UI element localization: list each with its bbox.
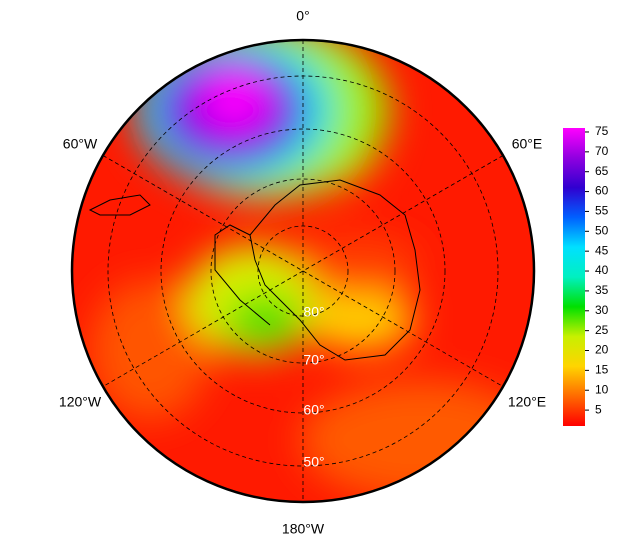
latitude-label: 80° [303, 304, 324, 320]
colorbar-tick-label: 20 [595, 343, 609, 357]
latitude-label: 70° [303, 352, 324, 368]
longitude-label: 120°E [508, 394, 546, 410]
colorbar-tick-label: 15 [595, 363, 609, 377]
latitude-label: 60° [303, 402, 324, 418]
colorbar-tick-label: 75 [595, 124, 609, 138]
latitude-label: 50° [303, 454, 324, 470]
colorbar-tick-label: 30 [595, 303, 609, 317]
longitude-label: 120°W [59, 394, 102, 410]
colorbar-tick-label: 65 [595, 164, 609, 178]
colorbar-scale [563, 128, 585, 426]
longitude-label: 0° [296, 8, 309, 24]
colorbar-tick-label: 10 [595, 382, 609, 396]
longitude-label: 60°W [63, 136, 98, 152]
colorbar-tick-label: 55 [595, 204, 609, 218]
longitude-label: 180°W [282, 521, 325, 537]
field [72, 40, 534, 502]
colorbar-tick-label: 60 [595, 184, 609, 198]
map-border [70, 38, 536, 504]
colorbar: 5 10 15 20 25 30 35 40 45 50 55 60 65 70 75 [563, 124, 609, 426]
colorbar-tick-label: 45 [595, 243, 609, 257]
longitude-label: 60°E [512, 136, 543, 152]
colorbar-tick-label: 35 [595, 283, 609, 297]
colorbar-tick-label: 50 [595, 223, 609, 237]
colorbar-tick-label: 70 [595, 144, 609, 158]
colorbar-tick-label: 5 [595, 402, 602, 416]
colorbar-tick-label: 25 [595, 323, 609, 337]
colorbar-tick-label: 40 [595, 263, 609, 277]
